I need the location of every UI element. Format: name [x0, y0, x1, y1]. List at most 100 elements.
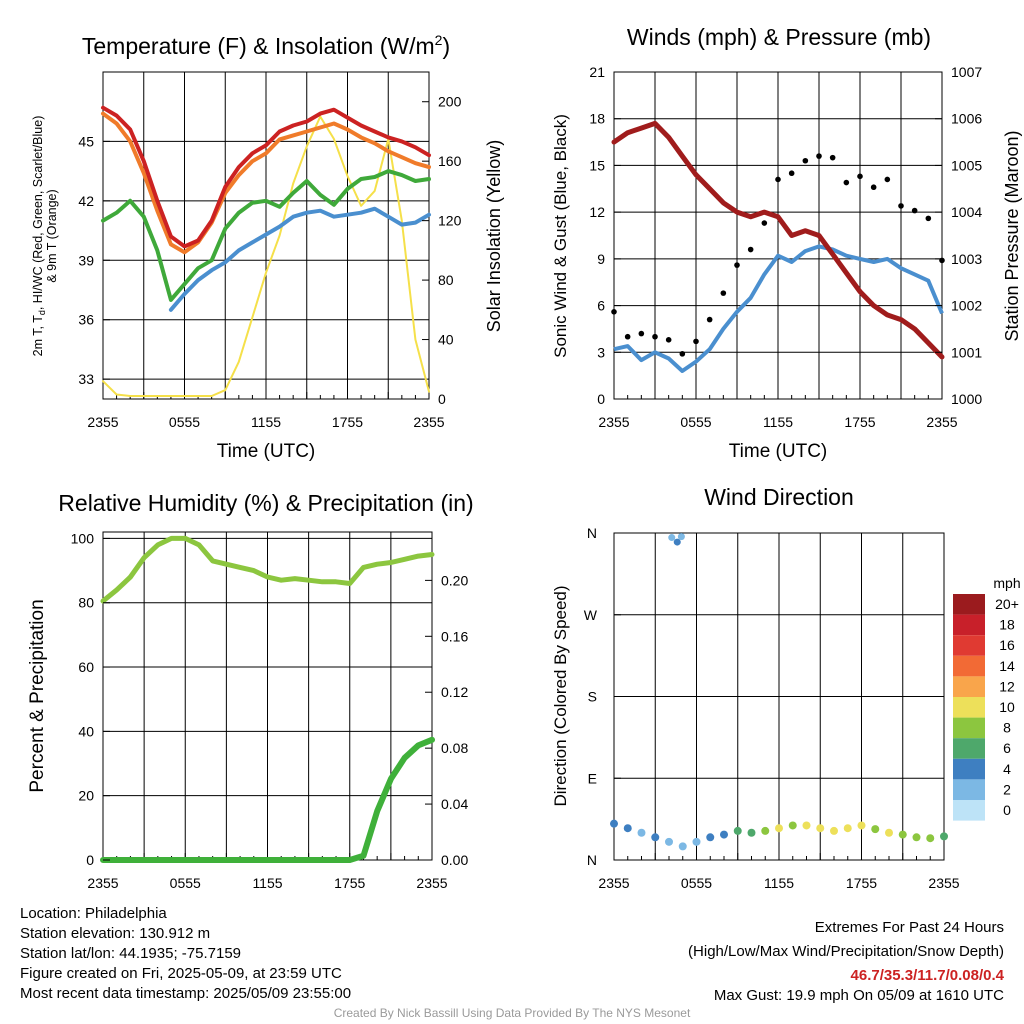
humidity-panel: Relative Humidity (%) & Precipitation (i…: [27, 490, 474, 891]
direction-point-20: [885, 828, 893, 837]
direction-series: [610, 533, 948, 851]
gust-point-4: [665, 337, 672, 343]
pressure-line: [611, 120, 945, 360]
gust-point-19: [870, 184, 877, 191]
right-tick-label-0-16: 0.16: [441, 628, 468, 644]
left-tick-label-21: 21: [589, 64, 605, 80]
x-tick-label-1: 0555: [680, 414, 711, 430]
gust-point-12: [775, 176, 781, 183]
recent-text: Most recent data timestamp: 2025/05/09 2…: [20, 985, 352, 1002]
direction-point-13: [788, 821, 797, 830]
direction-point-16: [830, 826, 838, 835]
gust-point-22: [911, 207, 918, 214]
x-tick-label-1: 0555: [169, 414, 200, 430]
legend-label-5: 10: [999, 699, 1015, 715]
temperature-panel: Temperature (F) & Insolation (W/m2) 33 36…: [31, 32, 504, 462]
series-line-4: [102, 115, 430, 397]
right-tick-label-0-08: 0.08: [441, 740, 468, 756]
extremes-values: 46.7/35.3/11.7/0.08/0.4: [850, 967, 1004, 984]
right-tick-label-1000: 1000: [951, 391, 982, 407]
right-tick-label-1007: 1007: [951, 64, 982, 80]
left-tick-label-45: 45: [78, 133, 94, 149]
gust-point-6: [693, 338, 699, 345]
legend-label-6: 8: [1003, 720, 1011, 736]
humidity-x-ticks: 2355 0555 1155 1755 2355: [87, 875, 447, 891]
humidity-left-ticks: 0 20 40 60 80 100: [71, 530, 110, 868]
winds-right-ticks: 1000 1001 1002 1003 1004 1005 1006 1007: [935, 64, 982, 407]
right-tick-label-80: 80: [438, 272, 454, 288]
x-tick-label-0: 2355: [598, 875, 629, 891]
direction-point-15: [816, 824, 825, 833]
legend-swatch-5: [953, 697, 985, 718]
temperature-series: [101, 105, 431, 397]
right-tick-label-1006: 1006: [951, 111, 982, 127]
gust-point-18: [857, 173, 863, 180]
direction-point-7: [706, 833, 715, 842]
series-line-2: [101, 169, 431, 302]
gust-point-21: [898, 203, 904, 209]
x-tick-label-3: 1755: [846, 875, 877, 891]
gust-point-7: [706, 316, 713, 323]
legend-swatch-10: [953, 800, 985, 821]
legend-title: mph: [993, 575, 1020, 591]
direction-ylabel-left: Direction (Colored By Speed): [551, 585, 570, 806]
legend-swatch-4: [953, 676, 985, 697]
station-info: Location: Philadelphia Station elevation…: [20, 904, 351, 1004]
series-line-0: [100, 535, 435, 604]
left-tick-label-15: 15: [589, 157, 605, 173]
x-tick-label-0: 2355: [87, 875, 118, 891]
location-text: Location: Philadelphia: [20, 905, 167, 922]
temperature-xlabel: Time (UTC): [217, 441, 316, 462]
right-tick-label-0: 0: [438, 391, 446, 407]
gust-point-8: [720, 290, 727, 296]
humidity-grid: [102, 532, 433, 860]
direction-point-23: [926, 834, 935, 843]
temperature-ylabel-left: 2m T, Td, HI/WC (Red, Green, Scarlet/Blu…: [31, 116, 47, 357]
direction-point-14: [802, 821, 811, 830]
winds-left-ticks: 0 3 6 9 12 15 18 21: [589, 64, 621, 407]
humidity-series: [100, 535, 435, 863]
extremes-heading: Extremes For Past 24 Hours: [814, 919, 1004, 936]
direction-extra-point-0: [668, 534, 676, 542]
x-tick-label-3: 1755: [332, 414, 363, 430]
x-tick-label-3: 1755: [844, 414, 875, 430]
dir-tick-label-0: N: [587, 852, 597, 868]
gust-point-9: [734, 262, 740, 268]
dir-tick-label-3: W: [584, 607, 598, 623]
legend-swatch-3: [953, 655, 985, 677]
gust-point-15: [816, 153, 822, 159]
left-tick-label-12: 12: [589, 204, 605, 220]
left-tick-label-9: 9: [597, 251, 605, 267]
direction-point-11: [761, 826, 770, 835]
gust-point-2: [638, 330, 645, 337]
direction-x-ticks: 2355 0555 1155 1755 2355: [598, 875, 959, 891]
winds-ylabel-right: Station Pressure (Maroon): [1002, 130, 1022, 341]
gust-point-10: [747, 246, 754, 253]
gust-point-3: [652, 333, 658, 340]
x-tick-label-2: 1155: [764, 875, 794, 891]
right-tick-label-1004: 1004: [951, 204, 982, 220]
gust-point-5: [679, 351, 686, 357]
credit-text: Created By Nick Bassill Using Data Provi…: [333, 1006, 691, 1020]
gust-point-11: [761, 220, 768, 226]
legend-label-4: 12: [999, 678, 1015, 694]
direction-point-18: [857, 821, 866, 830]
left-tick-label-42: 42: [78, 193, 94, 209]
elevation-text: Station elevation: 130.912 m: [20, 925, 211, 942]
created-text: Figure created on Fri, 2025-05-09, at 23…: [20, 965, 342, 982]
x-tick-label-1: 0555: [681, 875, 712, 891]
temperature-ylabel-right: Solar Insolation (Yellow): [484, 140, 504, 332]
x-tick-label-2: 1155: [252, 875, 282, 891]
temperature-left-ticks: 33 36 39 42 45: [78, 133, 110, 387]
x-tick-label-4: 2355: [413, 414, 444, 430]
series-line-3: [168, 206, 431, 312]
direction-grid: [613, 533, 945, 860]
gust-point-0: [611, 309, 617, 315]
x-tick-label-0: 2355: [87, 414, 118, 430]
legend-label-8: 4: [1003, 761, 1011, 777]
gust-point-16: [829, 154, 836, 161]
winds-xlabel: Time (UTC): [729, 441, 828, 462]
legend-swatch-6: [953, 717, 985, 739]
